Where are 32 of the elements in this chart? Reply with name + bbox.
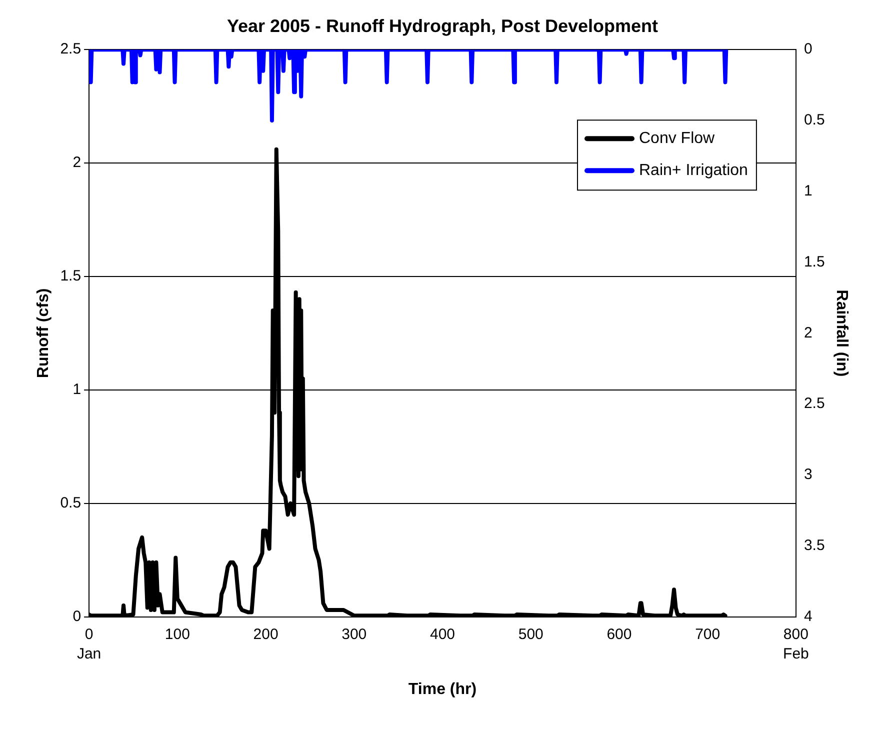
x-tick-label: 600: [606, 626, 632, 643]
text: Feb: [783, 645, 809, 662]
y2-tick-label: 2.5: [804, 395, 825, 412]
y-axis-title: Runoff (cfs): [35, 288, 52, 378]
y-tick-label: 1.5: [60, 268, 82, 285]
y-tick-label: 0.5: [60, 494, 82, 512]
y2-tick-label: 1.5: [804, 253, 825, 270]
chart-title: Year 2005 - Runoff Hydrograph, Post Development: [226, 16, 658, 36]
y-tick-label: 2.5: [60, 40, 82, 58]
x-tick-label: 100: [164, 626, 190, 643]
x-tick-label: 300: [342, 626, 367, 643]
y2-tick-label: 1: [804, 182, 812, 200]
y-tick-label: 1: [72, 381, 82, 398]
y2-axis-title: Rainfall (in): [832, 290, 850, 377]
y2-tick-label: 3.5: [804, 537, 825, 554]
x-tick-label: 400: [430, 626, 456, 643]
y-tick-label: 0: [72, 608, 82, 625]
x-tick-label: 200: [253, 626, 278, 643]
legend-label: Rain+ Irrigation: [639, 162, 748, 180]
x-tick-label: 500: [518, 626, 544, 643]
y-tick-label: 2: [72, 154, 82, 172]
x-tick-label: 800: [783, 626, 808, 643]
y2-tick-label: 3: [804, 466, 812, 484]
x-tick-label: 0: [84, 626, 94, 643]
y2-tick-label: 4: [804, 608, 812, 625]
x-tick-label: 700: [695, 626, 720, 643]
y2-tick-label: 0.5: [804, 112, 825, 129]
y2-tick-label: 2: [804, 324, 812, 342]
x-axis-title: Time (hr): [408, 680, 477, 698]
legend-label: Conv Flow: [639, 130, 716, 148]
y2-tick-label: 0: [804, 40, 812, 58]
text: Jan: [76, 645, 102, 662]
